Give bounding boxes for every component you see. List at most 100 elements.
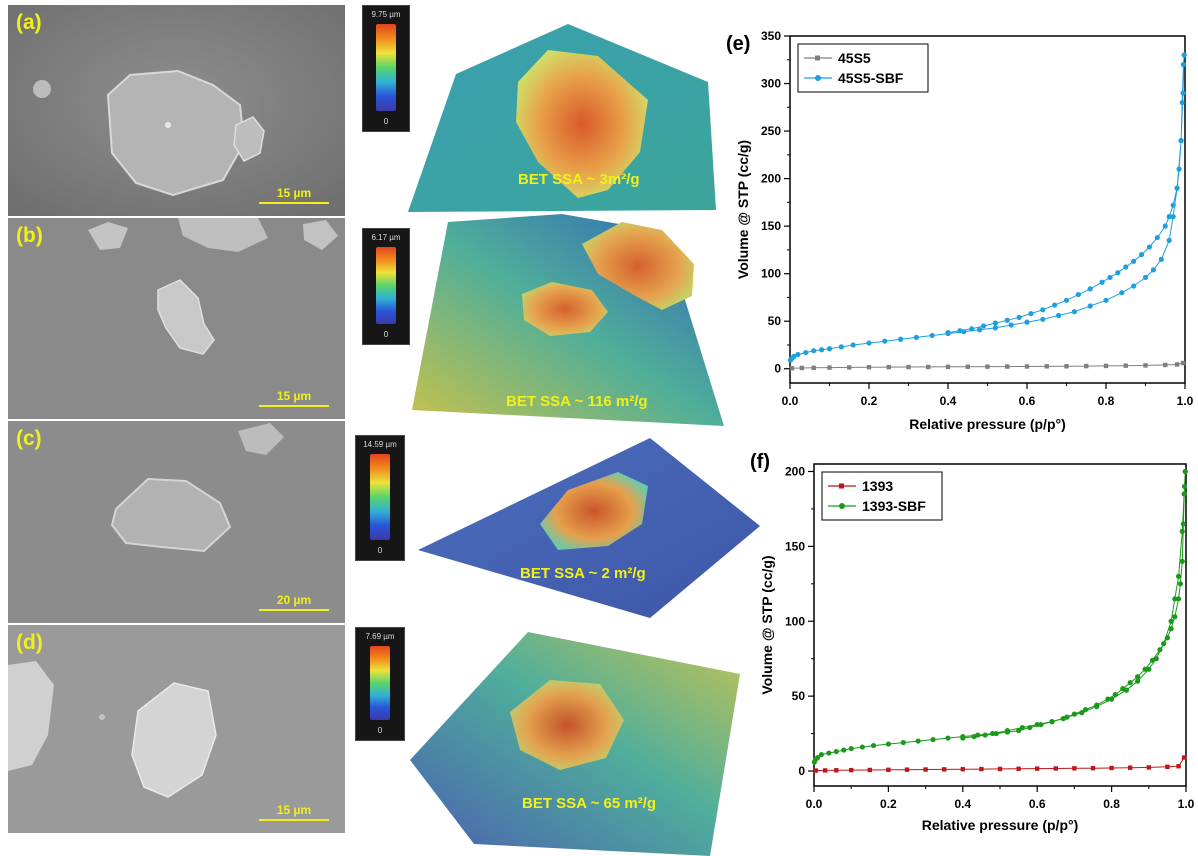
chart-f-xtick-label-5: 1.0 (1178, 797, 1195, 811)
chart-e-series-1-point-41 (1176, 166, 1182, 172)
chart-e-series-1-point-32 (1170, 214, 1176, 220)
chart-f-series-1-point-57 (1060, 716, 1066, 722)
chart-e-series-1-point-18 (992, 325, 998, 331)
colorbar-a-min: 0 (383, 117, 389, 126)
chart-f-series-1-point-27 (1135, 678, 1141, 684)
chart-f-ytick-label-1: 50 (792, 689, 806, 703)
chart-e-xtick-label-1: 0.2 (861, 394, 878, 408)
chart-e-series-0-point-2 (811, 365, 816, 370)
chart-e-series-1-point-19 (1008, 322, 1014, 328)
chart-f-series-1-point-33 (1175, 573, 1182, 579)
chart-e-xlabel: Relative pressure (p/p°) (909, 416, 1066, 432)
chart-f-series-1-point-45 (1164, 635, 1170, 641)
panel-label-a: (a) (16, 11, 42, 34)
panel-label-d: (d) (16, 631, 43, 654)
chart-f-series-1-point-17 (989, 730, 996, 737)
chart-e-series-1-point-51 (1115, 270, 1121, 276)
topography-c (418, 438, 760, 618)
chart-e-series-0-point-12 (1005, 364, 1010, 369)
chart-e-series-1-point-3 (795, 351, 801, 358)
chart-f-series-1-point-58 (1049, 719, 1055, 725)
chart-f-series-1-point-44 (1168, 626, 1174, 632)
chart-f-series-1-point-55 (1082, 707, 1089, 713)
chart-e-ylabel: Volume @ STP (cc/g) (735, 140, 751, 279)
colorbar-a-max: 9.75 µm (371, 10, 401, 19)
chart-e-ytick-label-3: 150 (761, 219, 781, 233)
chart-e-series-1-point-58 (1040, 307, 1046, 313)
chart-f-series-1-point-63 (993, 730, 999, 737)
chart-e-legend-marker-1 (815, 75, 821, 81)
chart-f-series-0-point-11 (997, 766, 1003, 772)
chart-e-series-0-point-20 (1163, 362, 1168, 368)
chart-e-series-1-point-6 (819, 347, 825, 353)
chart-e-series-1-point-47 (1146, 244, 1153, 250)
chart-e-series-1-point-44 (1166, 214, 1172, 220)
chart-f-series-1-point-9 (870, 742, 877, 749)
chart-f-ticks: 0.0 0.2 0.4 0.6 0.8 1.0 0 50 100 150 200 Relative p… (759, 464, 1195, 833)
chart-f-series-1-point-66 (960, 735, 966, 741)
chart-e-series-1-point-64 (969, 326, 975, 332)
chart-e-series-1-point-5 (811, 348, 817, 354)
chart-e-series-1-point-55 (1075, 291, 1081, 298)
chart-e-series-1-point-9 (850, 342, 856, 348)
chart-f-series-0-point-18 (1128, 765, 1133, 770)
sem-image-d: (d) 15 µm (8, 625, 345, 833)
chart-f-series-0-point-16 (1090, 765, 1096, 771)
chart-f-series-1-point-42 (1175, 596, 1182, 602)
chart-e-series-1-point-42 (1174, 185, 1180, 191)
chart-f-series-0-point-1 (822, 768, 828, 773)
sem-image-a: (a) 15 µm (8, 5, 345, 216)
topography-a (408, 24, 716, 212)
chart-e-xtick-label-2: 0.4 (940, 394, 957, 408)
chart-e-series-1-point-61 (1004, 317, 1010, 323)
chart-f-series-0-point-4 (867, 767, 872, 773)
chart-e-ytick-label-1: 50 (768, 314, 782, 328)
chart-e-series-1-point-57 (1052, 302, 1058, 308)
chart-f-series-0-point-15 (1072, 766, 1077, 771)
chart-e-series-1-point-52 (1107, 274, 1113, 281)
chart-e-series-1-point-59 (1028, 311, 1034, 317)
chart-e-series-1-point-8 (838, 344, 844, 350)
chart-f-series-1-point-50 (1127, 680, 1133, 686)
chart-f-series-1-point-6 (841, 747, 847, 753)
scale-bar-a: 15 µm (259, 186, 329, 204)
colorbar-c: 14.59 µm 0 (355, 435, 405, 561)
chart-e-series-1-point-38 (1180, 61, 1187, 68)
chart-e-series-1-point-45 (1162, 223, 1168, 229)
colorbar-d-max: 7.69 µm (365, 632, 395, 641)
chart-e-series-1-point-62 (992, 320, 998, 326)
chart-f-series-1-point-5 (833, 748, 839, 755)
chart-f-legend-marker-0 (839, 483, 844, 489)
chart-e-legend-marker-0 (815, 55, 820, 61)
chart-e-ytick-label-4: 200 (761, 172, 781, 186)
chart-e-series-1-point-63 (980, 323, 987, 329)
chart-e-series-1-point-35 (1180, 90, 1186, 96)
chart-e-series-0-point-13 (1024, 364, 1030, 369)
colorbar-a-gradient (376, 24, 396, 111)
colorbar-d-gradient (370, 646, 390, 720)
chart-e-series-0-point-11 (985, 364, 990, 369)
chart-e-series-1-point-2 (791, 353, 797, 359)
chart-e-series-0-point-10 (965, 364, 970, 369)
chart-e-frame: (e) (726, 33, 1186, 384)
chart-e-series-1-point-28 (1142, 274, 1149, 281)
chart-f-series-1-point-65 (971, 733, 977, 740)
chart-f-xlabel: Relative pressure (p/p°) (922, 817, 1079, 833)
chart-f-series-1-point-13 (930, 736, 936, 743)
chart-f-legend: 1393 1393-SBF (821, 471, 943, 521)
chart-f-series-1-point-23 (1079, 710, 1085, 716)
chart-e-series-1-point-40 (1178, 137, 1184, 144)
chart-e-series-1-line (790, 54, 1185, 361)
chart-e-series-1-point-12 (898, 336, 904, 342)
chart-e-series-0-point-3 (827, 365, 832, 370)
chart-e-series-1-point-31 (1166, 237, 1172, 243)
chart-e-series-0-point-22 (1180, 360, 1186, 366)
chart-e-legend-box (797, 43, 929, 93)
chart-f-series-0-point-5 (886, 767, 891, 773)
scale-bar-d: 15 µm (259, 803, 329, 821)
chart-e-series-0-point-6 (886, 364, 891, 370)
chart-e-series-1-point-13 (913, 334, 919, 340)
chart-f-series-1-point-28 (1146, 666, 1152, 672)
chart-f-ylabel: Volume @ STP (cc/g) (759, 555, 775, 694)
chart-e-legend-label-1: 45S5-SBF (838, 70, 904, 86)
